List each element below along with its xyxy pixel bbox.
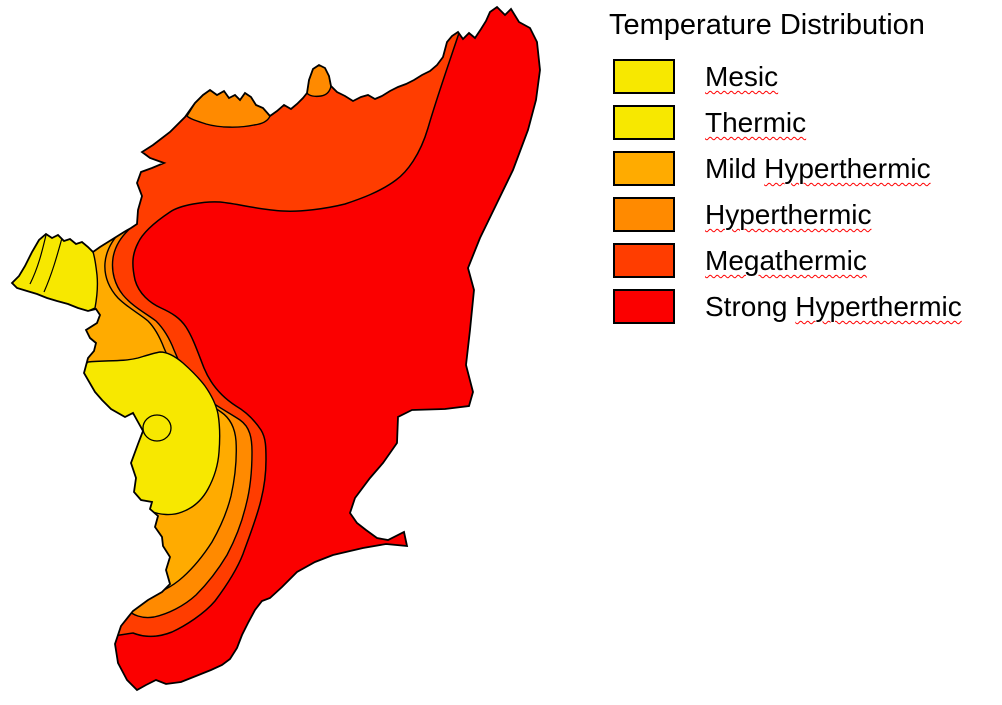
legend-swatch <box>613 151 675 186</box>
legend-swatch <box>613 197 675 232</box>
zone-hyperthermic-north-island-1 <box>186 89 271 128</box>
map-outline <box>10 5 541 692</box>
legend-swatch <box>613 243 675 278</box>
legend: Temperature Distribution Mesic Thermic M… <box>609 8 962 335</box>
legend-title: Temperature Distribution <box>609 9 925 41</box>
legend-label: Strong Hyperthermic <box>705 291 962 322</box>
zone-strong-hyperthermic <box>12 7 540 690</box>
legend-swatch <box>613 59 675 94</box>
legend-item-thermic: Thermic <box>609 105 962 140</box>
legend-item-hyperthermic: Hyperthermic <box>609 197 962 232</box>
legend-label: Megathermic <box>705 245 867 276</box>
legend-swatch <box>613 105 675 140</box>
mesic-thermic-divider-2 <box>43 237 63 293</box>
legend-items: Mesic Thermic Mild Hyperthermic Hyperthe… <box>609 59 962 324</box>
legend-label: Thermic <box>705 107 807 138</box>
legend-item-strong-hyperthermic: Strong Hyperthermic <box>609 289 962 324</box>
zone-hyperthermic-north-island-2 <box>306 64 332 98</box>
legend-label: Hyperthermic <box>705 199 872 230</box>
legend-item-megathermic: Megathermic <box>609 243 962 278</box>
legend-item-mild-hyperthermic: Mild Hyperthermic <box>609 151 962 186</box>
legend-swatch <box>613 289 675 324</box>
legend-item-mesic: Mesic <box>609 59 962 94</box>
legend-label: Mesic <box>705 61 779 92</box>
legend-label: Mild Hyperthermic <box>705 153 931 184</box>
mesic-thermic-divider-1 <box>29 234 47 285</box>
zone-mesic-core <box>142 414 172 442</box>
